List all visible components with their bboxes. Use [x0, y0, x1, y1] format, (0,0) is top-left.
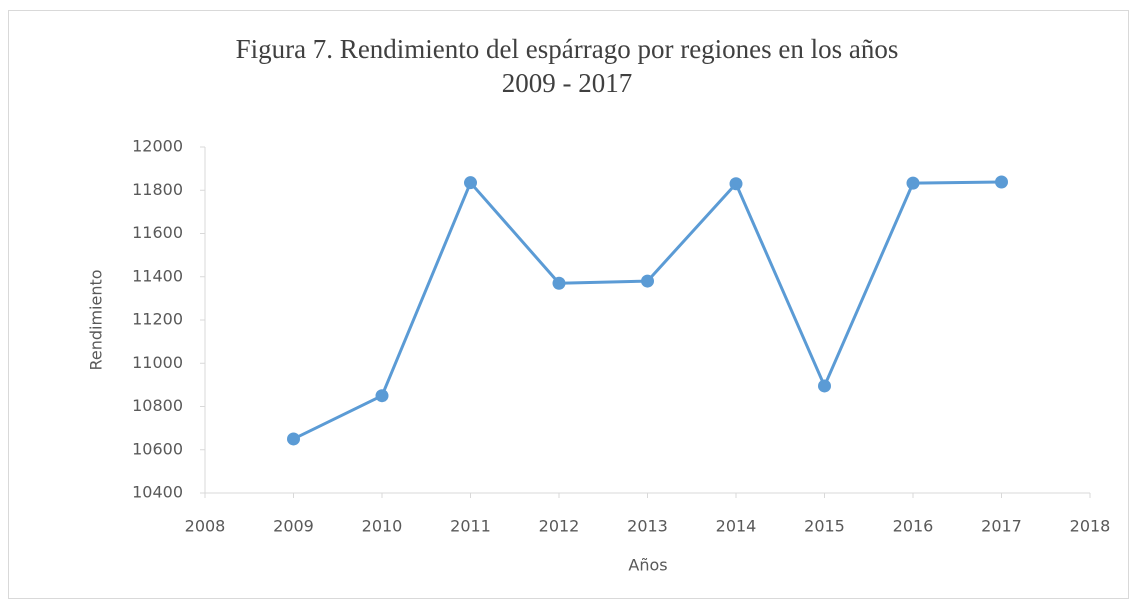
chart-frame — [8, 10, 1129, 599]
x-tick-label: 2008 — [185, 517, 226, 536]
x-tick-label: 2010 — [362, 517, 403, 536]
data-point — [995, 175, 1008, 189]
data-point — [287, 432, 300, 446]
x-tick-label: 2012 — [539, 517, 580, 536]
x-axis-label: Años — [628, 556, 667, 575]
x-tick-label: 2009 — [273, 517, 314, 536]
chart-title: Figura 7. Rendimiento del espárrago por … — [236, 34, 899, 64]
data-point — [641, 274, 654, 288]
x-tick-label: 2016 — [893, 517, 934, 536]
y-tick-label: 11000 — [132, 353, 183, 372]
y-tick-label: 12000 — [132, 137, 183, 156]
y-tick-label: 10400 — [132, 483, 183, 502]
y-tick-label: 11400 — [132, 266, 183, 285]
y-tick-label: 11800 — [132, 180, 183, 199]
x-tick-label: 2011 — [450, 517, 491, 536]
x-tick-label: 2017 — [981, 517, 1022, 536]
x-tick-label: 2014 — [716, 517, 757, 536]
y-tick-label: 10600 — [132, 439, 183, 458]
y-tick-label: 11200 — [132, 310, 183, 329]
data-point — [906, 176, 920, 190]
x-tick-label: 2015 — [804, 517, 845, 536]
y-axis-label: Rendimiento — [87, 269, 106, 370]
x-tick-label: 2018 — [1070, 517, 1111, 536]
data-point — [552, 276, 566, 290]
data-point — [818, 379, 831, 393]
data-point — [729, 177, 743, 191]
x-tick-label: 2013 — [627, 517, 668, 536]
data-point — [464, 176, 477, 190]
y-tick-label: 11600 — [132, 223, 183, 242]
y-tick-label: 10800 — [132, 396, 183, 415]
chart-title: 2009 - 2017 — [502, 68, 633, 98]
data-point — [375, 389, 389, 403]
